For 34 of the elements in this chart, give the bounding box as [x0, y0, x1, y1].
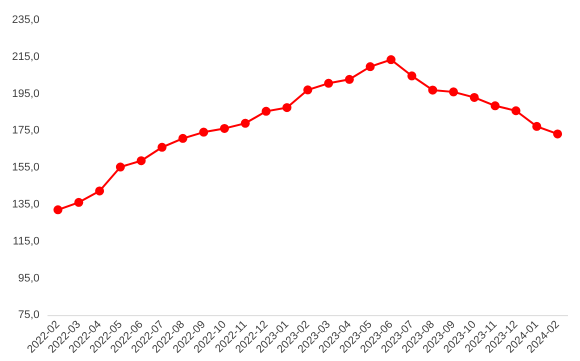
- y-tick-label: 195,0: [12, 88, 40, 100]
- point: [344, 74, 354, 84]
- y-tick-label: 95,0: [18, 272, 40, 284]
- point: [53, 205, 62, 214]
- point: [282, 103, 292, 112]
- point: [95, 186, 104, 196]
- point: [116, 162, 125, 172]
- point: [220, 124, 229, 133]
- point: [136, 156, 146, 166]
- point: [366, 62, 375, 72]
- y-tick-label: 135,0: [12, 198, 40, 210]
- point: [240, 118, 250, 128]
- y-tick-label: 115,0: [12, 235, 40, 248]
- point: [553, 129, 562, 138]
- point: [386, 55, 396, 64]
- point: [532, 122, 542, 131]
- point: [470, 92, 479, 102]
- point: [158, 142, 167, 152]
- point: [178, 134, 188, 143]
- point: [448, 87, 458, 96]
- point: [428, 86, 438, 95]
- point: [199, 128, 208, 137]
- point: [262, 106, 271, 116]
- point: [303, 85, 312, 94]
- y-tick-label: 175,0: [12, 124, 40, 137]
- point: [490, 101, 500, 110]
- point: [511, 106, 520, 116]
- point: [407, 71, 416, 80]
- point: [74, 198, 84, 207]
- y-tick-label: 235,0: [12, 14, 40, 26]
- y-tick-label: 215,0: [12, 50, 40, 63]
- point: [324, 78, 334, 88]
- y-tick-label: 75,0: [18, 309, 40, 322]
- y-tick-label: 155,0: [12, 162, 40, 174]
